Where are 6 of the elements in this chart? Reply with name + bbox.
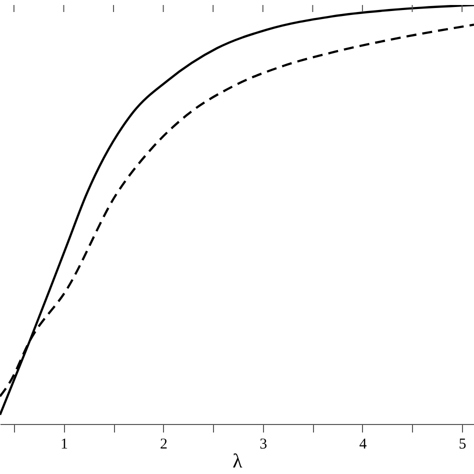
x-tick-label: 1 (60, 436, 68, 452)
x-tick-label: 2 (160, 436, 168, 452)
x-tick-label: 4 (359, 436, 368, 452)
x-tick-label: 3 (260, 436, 268, 452)
x-axis-title: λ (232, 450, 243, 472)
x-tick-label: 5 (458, 436, 466, 452)
